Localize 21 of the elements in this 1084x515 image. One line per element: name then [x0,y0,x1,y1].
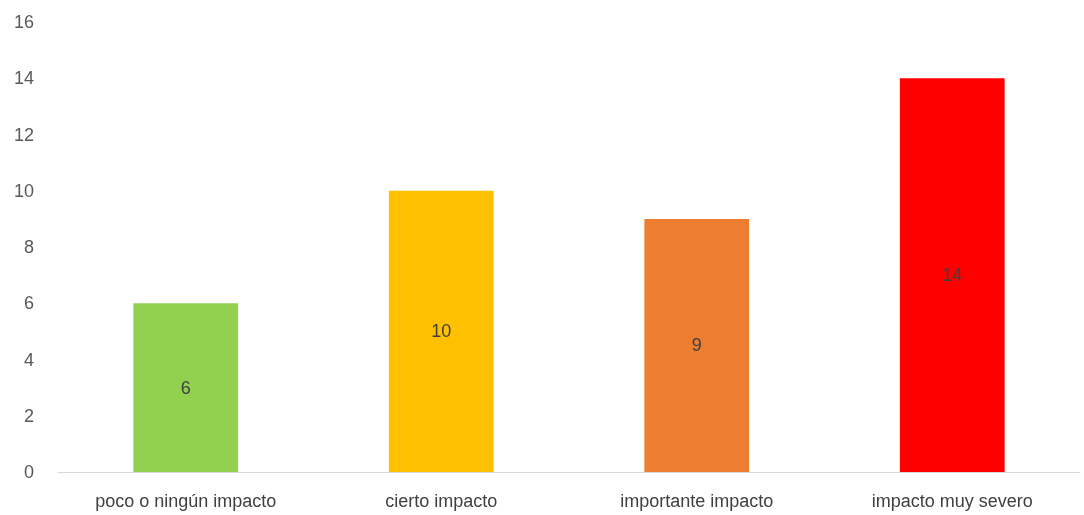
data-label: 10 [431,321,452,342]
y-tick-label: 6 [23,293,34,314]
y-tick-label: 4 [23,349,34,370]
bar [899,78,1005,472]
data-label: 9 [691,335,702,356]
x-tick-label: cierto impacto [385,491,498,511]
x-tick-label: poco o ningún impacto [95,491,277,511]
bar [133,303,239,472]
x-tick-label: importante impacto [620,491,774,511]
bar [388,190,494,472]
y-tick-label: 14 [13,68,34,89]
y-tick-label: 12 [13,124,34,145]
y-tick-label: 2 [23,405,34,426]
data-label: 6 [180,377,191,398]
y-tick-label: 10 [13,180,34,201]
data-label: 14 [942,265,963,286]
y-tick-label: 8 [23,237,34,257]
y-tick-label: 0 [23,462,34,482]
x-tick-label: impacto muy severo [871,491,1033,511]
bar [644,218,750,472]
y-tick-label: 16 [13,12,34,32]
